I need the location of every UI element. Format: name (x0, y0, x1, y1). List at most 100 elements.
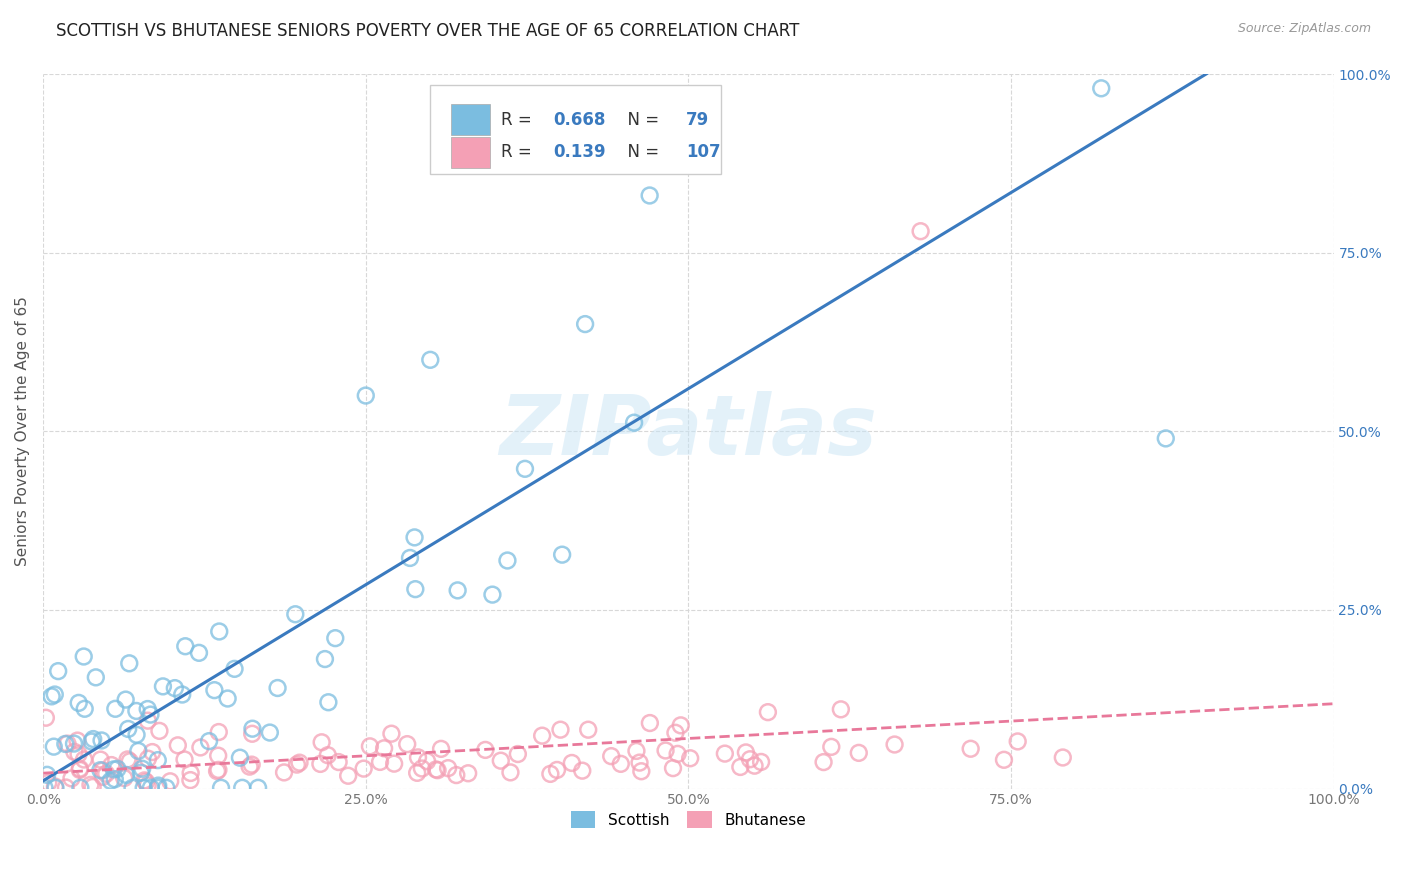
Point (323, 631, 346, 645)
Point (457, 766, 479, 780)
Point (576, 723, 599, 737)
Point (610, 756, 633, 771)
Point (148, 723, 170, 738)
Text: R =: R = (502, 144, 537, 161)
Point (714, 747, 737, 761)
Point (173, 752, 195, 766)
Point (959, 741, 981, 756)
Point (205, 764, 228, 778)
Point (163, 681, 186, 695)
Point (198, 734, 221, 748)
Point (399, 551, 422, 566)
Point (42, 739, 65, 754)
Point (638, 188, 661, 202)
Point (125, 728, 148, 742)
Point (993, 753, 1015, 767)
Point (91, 764, 114, 778)
Point (474, 743, 496, 757)
Point (813, 755, 835, 769)
Point (63, 745, 86, 759)
Point (600, 749, 623, 764)
Point (638, 716, 661, 731)
Point (382, 756, 405, 771)
Point (139, 707, 162, 722)
Point (190, 740, 212, 755)
Point (118, 657, 141, 671)
Point (404, 582, 426, 596)
Point (136, 714, 159, 728)
Point (406, 750, 429, 764)
Point (217, 691, 239, 706)
Point (44, 688, 66, 702)
Point (239, 759, 262, 773)
Point (284, 607, 307, 622)
Point (166, 739, 188, 753)
Point (669, 718, 692, 732)
Point (426, 763, 449, 777)
Point (496, 553, 519, 567)
Point (114, 692, 136, 706)
Point (35, 711, 58, 725)
Text: 107: 107 (686, 144, 720, 161)
Point (679, 751, 702, 765)
Point (574, 317, 596, 331)
Point (69, 762, 91, 776)
FancyBboxPatch shape (451, 136, 489, 168)
Point (561, 756, 583, 770)
Point (664, 726, 686, 740)
Point (430, 742, 453, 756)
Point (136, 702, 159, 716)
Point (628, 756, 651, 770)
Point (56, 737, 79, 751)
Point (55, 780, 77, 795)
Point (571, 764, 593, 778)
Point (146, 780, 169, 795)
Point (240, 727, 263, 741)
Point (259, 725, 281, 739)
Point (396, 737, 419, 751)
Point (513, 462, 536, 476)
Point (152, 679, 174, 693)
Point (820, 739, 842, 754)
Point (623, 416, 645, 430)
Point (172, 688, 194, 702)
Point (41, 690, 63, 704)
FancyBboxPatch shape (430, 85, 721, 174)
Point (135, 774, 157, 789)
Point (662, 761, 685, 775)
Point (115, 768, 138, 782)
Point (285, 757, 308, 772)
Point (368, 755, 391, 769)
Point (129, 765, 152, 780)
Point (654, 743, 676, 757)
Point (207, 763, 229, 777)
Point (188, 646, 211, 660)
Point (208, 624, 231, 639)
Point (37, 776, 59, 790)
Point (136, 779, 159, 793)
Point (437, 761, 460, 775)
Point (730, 760, 752, 774)
Point (551, 548, 574, 562)
Point (738, 752, 761, 766)
Point (446, 583, 468, 598)
Point (309, 756, 332, 771)
Point (337, 769, 360, 783)
Text: 0.668: 0.668 (553, 111, 605, 128)
Point (69, 763, 91, 777)
Point (53, 737, 76, 751)
Point (146, 753, 169, 767)
Point (141, 745, 163, 759)
Point (1154, 432, 1177, 446)
Point (89, 763, 111, 777)
Point (79, 778, 101, 792)
Point (103, 763, 125, 777)
Point (180, 766, 202, 780)
Point (112, 771, 135, 785)
Point (91, 770, 114, 784)
Text: SCOTTISH VS BHUTANESE SENIORS POVERTY OVER THE AGE OF 65 CORRELATION CHART: SCOTTISH VS BHUTANESE SENIORS POVERTY OV… (56, 22, 800, 40)
Point (288, 756, 311, 770)
FancyBboxPatch shape (451, 103, 489, 136)
Point (63, 737, 86, 751)
Point (666, 747, 689, 761)
